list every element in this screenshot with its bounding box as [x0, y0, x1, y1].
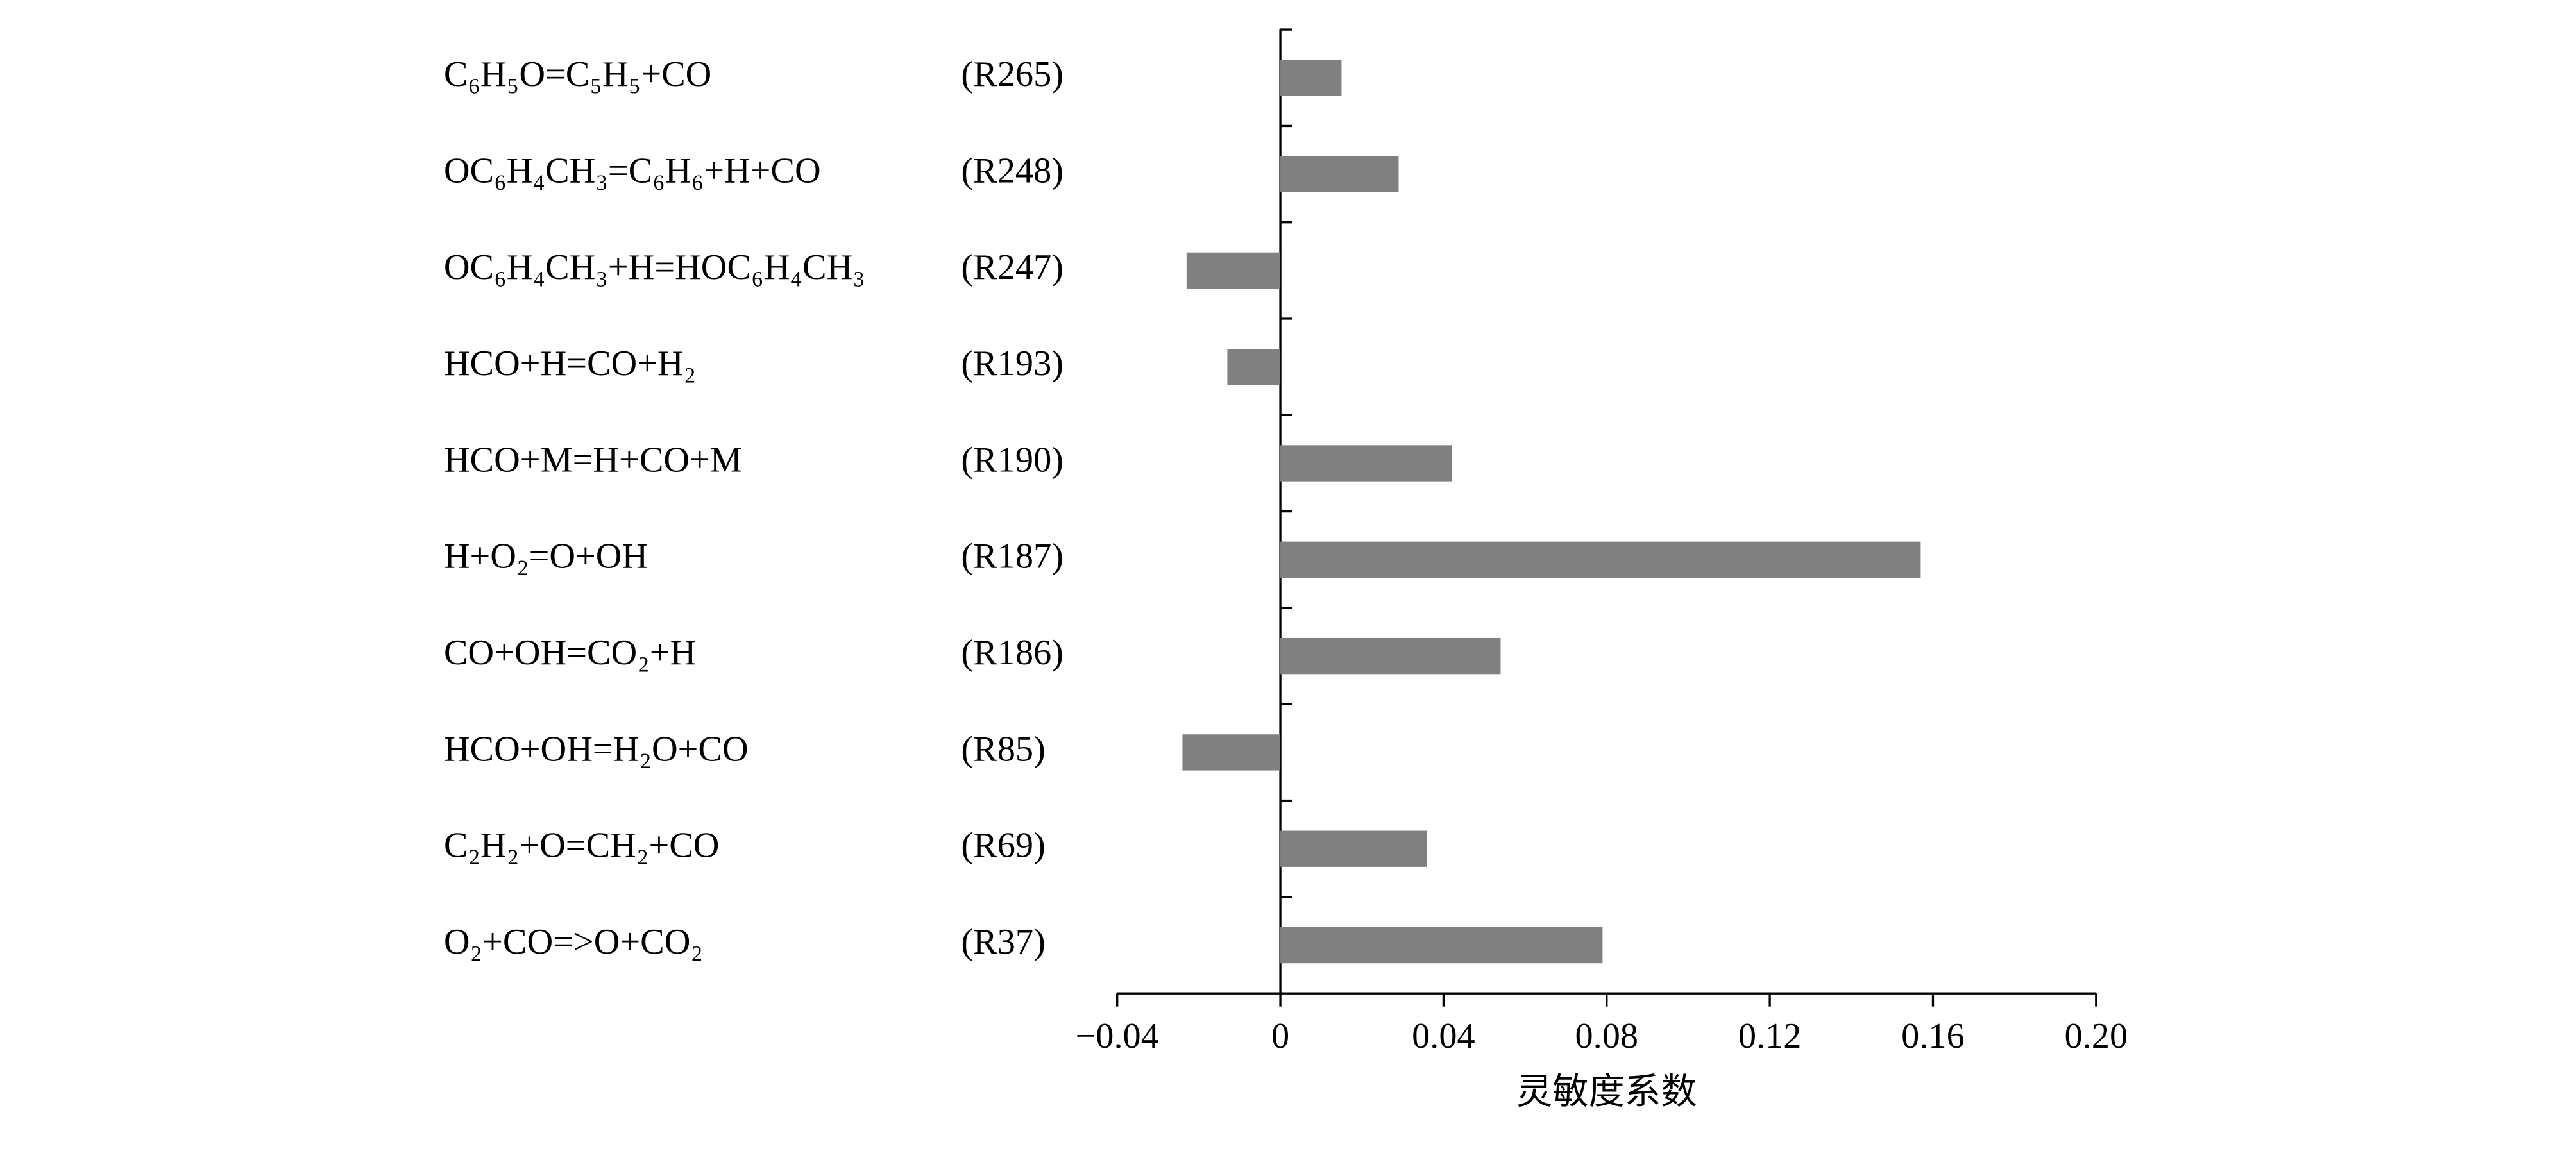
- reaction-id: (R248): [961, 151, 1063, 190]
- bar: [1227, 349, 1281, 385]
- reaction-id: (R190): [961, 440, 1063, 480]
- x-tick-label: 0.08: [1575, 1016, 1638, 1056]
- reaction-id: (R247): [961, 248, 1063, 287]
- category-label: OC₆H₄CH₃=C₆H₆+H+CO: [444, 151, 821, 190]
- category-label: O₂+CO=>O+CO₂: [444, 922, 703, 962]
- bar: [1280, 541, 1921, 578]
- bar: [1280, 156, 1399, 192]
- reaction-id: (R265): [961, 55, 1063, 94]
- category-label: HCO+H=CO+H₂: [444, 344, 696, 383]
- bar: [1186, 252, 1281, 289]
- category-label: H+O₂=O+OH: [444, 537, 648, 576]
- reaction-id: (R69): [961, 826, 1045, 866]
- bar: [1280, 60, 1342, 96]
- category-label: HCO+M=H+CO+M: [444, 440, 742, 480]
- bar: [1182, 734, 1281, 771]
- x-axis-label: 灵敏度系数: [1516, 1072, 1697, 1112]
- x-tick-label: 0.16: [1901, 1016, 1965, 1056]
- x-tick-label: 0.04: [1412, 1016, 1475, 1056]
- reaction-id: (R85): [961, 729, 1045, 769]
- x-tick-label: 0.20: [2065, 1016, 2128, 1056]
- reaction-id: (R37): [961, 922, 1045, 962]
- category-label: C₆H₅O=C₅H₅+CO: [444, 55, 712, 94]
- reaction-id: (R186): [961, 633, 1063, 673]
- bar: [1280, 830, 1427, 867]
- bar: [1280, 445, 1452, 482]
- category-label: OC₆H₄CH₃+H=HOC₆H₄CH₃: [444, 248, 865, 287]
- bar: [1280, 927, 1603, 964]
- x-tick-label: −0.04: [1076, 1016, 1159, 1056]
- x-tick-label: 0: [1271, 1016, 1289, 1056]
- x-tick-label: 0.12: [1738, 1016, 1802, 1056]
- reaction-id: (R193): [961, 344, 1063, 383]
- category-label: C₂H₂+O=CH₂+CO: [444, 826, 720, 866]
- category-label: CO+OH=CO₂+H: [444, 633, 696, 673]
- reaction-id: (R187): [961, 537, 1063, 576]
- bar: [1280, 637, 1501, 675]
- category-label: HCO+OH=H₂O+CO: [444, 729, 749, 769]
